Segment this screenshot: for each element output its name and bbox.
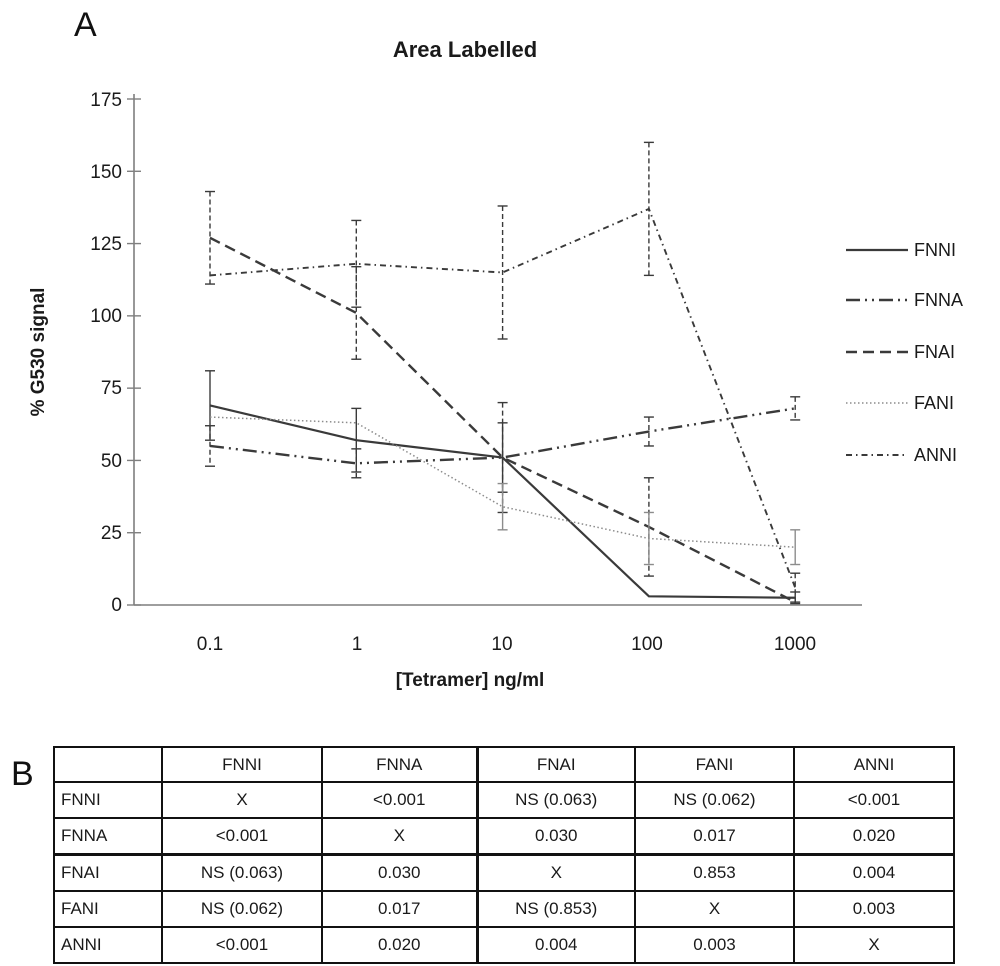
table-cell: 0.030 [321, 853, 478, 892]
y-tick-label: 150 [90, 162, 122, 183]
table-cell: 0.020 [321, 926, 478, 964]
table-row: FNAI NS (0.063) 0.030 X 0.853 0.004 [53, 853, 955, 892]
row-header-fani: FANI [53, 890, 163, 928]
table-cell: X [475, 853, 636, 892]
series-layer [205, 141, 801, 605]
table-row: FANI NS (0.062) 0.017 NS (0.853) X 0.003 [53, 890, 955, 928]
row-header-fnai: FNAI [53, 853, 163, 892]
table-cell: 0.017 [321, 890, 478, 928]
table-cell: 0.004 [475, 926, 636, 964]
row-header-fnna: FNNA [53, 817, 163, 856]
table-cell: 0.003 [634, 926, 795, 964]
y-tick-label: 25 [101, 523, 122, 544]
table-cell: X [161, 781, 323, 819]
table-cell: NS (0.062) [634, 781, 795, 819]
series-line-fnni [209, 404, 796, 599]
row-header-anni: ANNI [53, 926, 163, 964]
series-line-anni [209, 207, 797, 588]
table-cell: X [634, 890, 795, 928]
x-tick-label: 10 [491, 634, 512, 655]
x-tick-label: 100 [631, 634, 663, 655]
table-cell: 0.003 [793, 890, 955, 928]
col-header-fnni: FNNI [161, 746, 323, 783]
row-header-fnni: FNNI [53, 781, 163, 819]
line-chart: Area Labelled 175 150 125 100 75 50 25 0… [28, 37, 963, 691]
table-cell: X [321, 817, 478, 856]
table-row: FNNI X <0.001 NS (0.063) NS (0.062) <0.0… [53, 781, 955, 819]
col-header-anni: ANNI [793, 746, 955, 783]
col-header-fani: FANI [634, 746, 795, 783]
y-axis-ticks [127, 98, 141, 606]
legend-label-fnna: FNNA [914, 290, 963, 310]
y-tick-label: 175 [90, 90, 122, 111]
chart-title: Area Labelled [393, 37, 537, 62]
chart-legend: FNNI FNNA FNAI FANI ANNI [846, 240, 963, 465]
table-cell: <0.001 [321, 781, 478, 819]
y-tick-label: 100 [90, 306, 122, 327]
table-cell: NS (0.062) [161, 890, 323, 928]
table-cell: <0.001 [793, 781, 955, 819]
table-row: FNNA <0.001 X 0.030 0.017 0.020 [53, 817, 955, 856]
table-cell: 0.853 [634, 853, 795, 892]
x-tick-label: 1000 [774, 634, 816, 655]
panel-b-label: B [11, 755, 34, 793]
x-tick-label: 1 [352, 634, 363, 655]
col-header-fnai: FNAI [475, 746, 636, 783]
table-corner-cell [53, 746, 163, 783]
legend-label-fani: FANI [914, 393, 954, 413]
legend-label-fnni: FNNI [914, 240, 956, 260]
table-cell: 0.004 [793, 853, 955, 892]
y-tick-label: 75 [101, 378, 122, 399]
pvalue-table: FNNI FNNA FNAI FANI ANNI FNNI X <0.001 N… [53, 746, 955, 964]
x-tick-label: 0.1 [197, 634, 223, 655]
panel-a-label: A [74, 6, 97, 44]
table-cell: <0.001 [161, 926, 323, 964]
y-tick-label: 0 [111, 595, 122, 616]
table-cell: 0.017 [634, 817, 795, 856]
series-line-fnai [209, 236, 796, 604]
table-header-row: FNNI FNNA FNAI FANI ANNI [53, 746, 955, 783]
legend-label-fnai: FNAI [914, 342, 955, 362]
table-cell: 0.030 [475, 817, 636, 856]
table-cell: NS (0.063) [475, 781, 636, 819]
table-cell: 0.020 [793, 817, 955, 856]
table-cell: X [793, 926, 955, 964]
table-cell: <0.001 [161, 817, 323, 856]
table-cell: NS (0.853) [475, 890, 636, 928]
y-tick-label: 50 [101, 451, 122, 472]
legend-label-anni: ANNI [914, 445, 957, 465]
y-axis-title: % G530 signal [28, 288, 49, 417]
table-row: ANNI <0.001 0.020 0.004 0.003 X [53, 926, 955, 964]
x-axis-title: [Tetramer] ng/ml [396, 670, 545, 691]
y-tick-label: 125 [90, 234, 122, 255]
table-cell: NS (0.063) [161, 853, 323, 892]
col-header-fnna: FNNA [321, 746, 478, 783]
